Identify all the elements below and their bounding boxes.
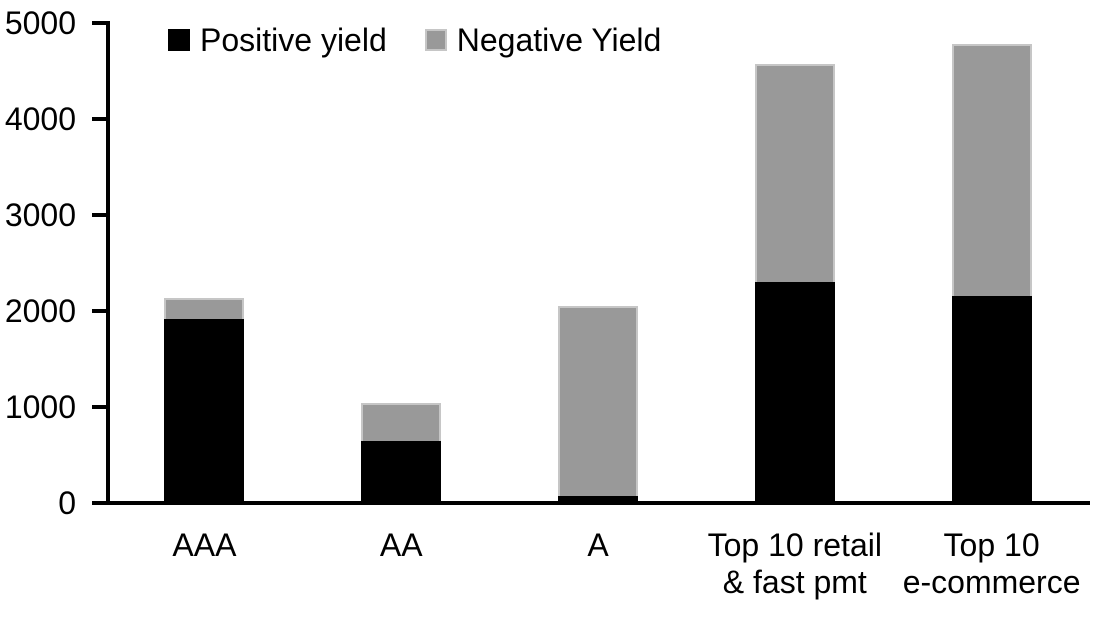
y-axis-tick-label: 3000 [4,197,76,233]
bar-top-10-retail-fast-pmt-positive [754,282,835,501]
legend-label-negative-yield: Negative Yield [456,22,662,58]
bar-top-10-e-commerce-positive [951,295,1032,501]
chart-legend: Positive yield Negative Yield [168,22,661,58]
legend-entry-positive-yield: Positive yield [168,22,387,58]
x-axis-category-label-top-10-retail-fast-pmt: Top 10 retail & fast pmt [707,527,882,600]
y-axis-tick [92,213,106,217]
x-axis-line [106,501,1090,505]
bar-aaa-positive [164,318,245,501]
legend-entry-negative-yield: Negative Yield [424,22,662,58]
bar-a-negative [558,306,638,497]
y-axis-tick [92,309,106,313]
y-axis-tick [92,405,106,409]
bar-top-10-retail-fast-pmt-negative [754,64,835,283]
x-axis-category-label-a: A [587,527,609,563]
y-axis-tick-label: 2000 [4,293,76,329]
y-axis-tick-label: 0 [58,485,76,521]
y-axis-tick [92,117,106,121]
y-axis-tick [92,501,106,505]
bar-a-positive [558,496,638,501]
y-axis-tick-label: 1000 [4,389,76,425]
x-axis-category-label-aaa: AAA [172,527,237,563]
bar-top-10-e-commerce-negative [951,44,1032,296]
y-axis-tick-label: 5000 [4,5,76,41]
y-axis-line [106,21,110,505]
x-axis-category-label-aa: AA [379,527,423,563]
legend-swatch-negative-yield [424,29,447,51]
y-axis-tick-label: 4000 [4,101,76,137]
bar-aaa-negative [164,298,245,319]
x-axis-category-label-top-10-e-commerce: Top 10 e-commerce [902,527,1081,600]
bar-aa-negative [361,403,442,442]
legend-swatch-positive-yield [168,29,190,51]
y-axis-tick [92,21,106,25]
bar-aa-positive [361,441,442,501]
legend-label-positive-yield: Positive yield [200,22,387,58]
